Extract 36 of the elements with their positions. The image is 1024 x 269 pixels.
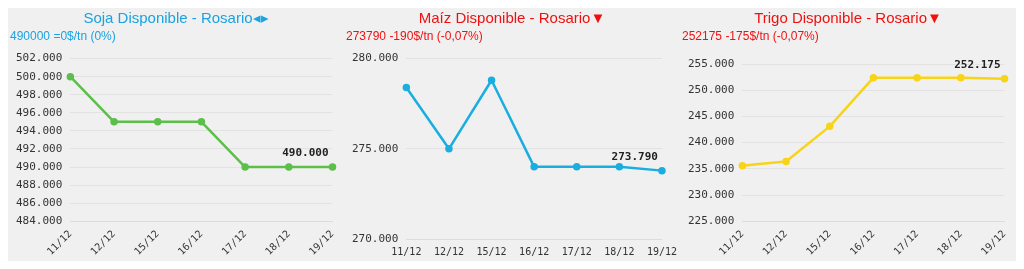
y-tick-label: 486.000 [16, 196, 63, 210]
data-label: 490.000 [282, 146, 329, 160]
x-tick-label: 11/12 [391, 245, 422, 257]
y-tick-label: 255.000 [688, 56, 735, 70]
x-tick-label: 12/12 [433, 245, 465, 257]
y-tick-label: 270.000 [352, 231, 399, 245]
y-tick-label: 494.000 [16, 123, 63, 137]
y-tick-label: 502.000 [16, 51, 63, 65]
chart-subtitle: 252175 -175$/tn (-0,07%) [681, 28, 820, 44]
y-tick-label: 245.000 [688, 109, 735, 123]
y-tick-label: 240.000 [688, 135, 735, 149]
y-tick-label: 490.000 [16, 159, 63, 173]
y-tick-label: 230.000 [688, 187, 735, 201]
x-tick-label: 19/12 [646, 245, 677, 257]
y-tick-label: 500.000 [16, 69, 63, 83]
y-tick-label: 498.000 [16, 87, 63, 101]
y-tick-label: 496.000 [16, 105, 63, 119]
chart-subtitle: 490000 =0$/tn (0%) [9, 28, 117, 44]
x-tick-label: 16/12 [519, 245, 550, 257]
chart-subtitle: 273790 -190$/tn (-0,07%) [345, 28, 484, 44]
y-tick-label: 235.000 [688, 161, 735, 175]
data-label: 273.790 [611, 149, 658, 163]
y-tick-label: 488.000 [16, 177, 63, 191]
y-tick-label: 280.000 [352, 51, 399, 65]
x-tick-label: 17/12 [561, 245, 592, 257]
data-label: 252.175 [954, 58, 1001, 72]
chart-title: Trigo Disponible - Rosario▼ [753, 8, 943, 28]
y-tick-label: 484.000 [16, 214, 63, 228]
chart-title: Maíz Disponible - Rosario▼ [417, 8, 607, 28]
y-tick-label: 225.000 [688, 214, 735, 228]
chart-title: Soja Disponible - Rosario◂▸ [82, 8, 270, 28]
y-tick-label: 492.000 [16, 141, 63, 155]
y-tick-label: 275.000 [352, 141, 399, 155]
x-tick-label: 18/12 [604, 245, 635, 257]
x-tick-label: 15/12 [476, 245, 507, 257]
y-tick-label: 250.000 [688, 83, 735, 97]
